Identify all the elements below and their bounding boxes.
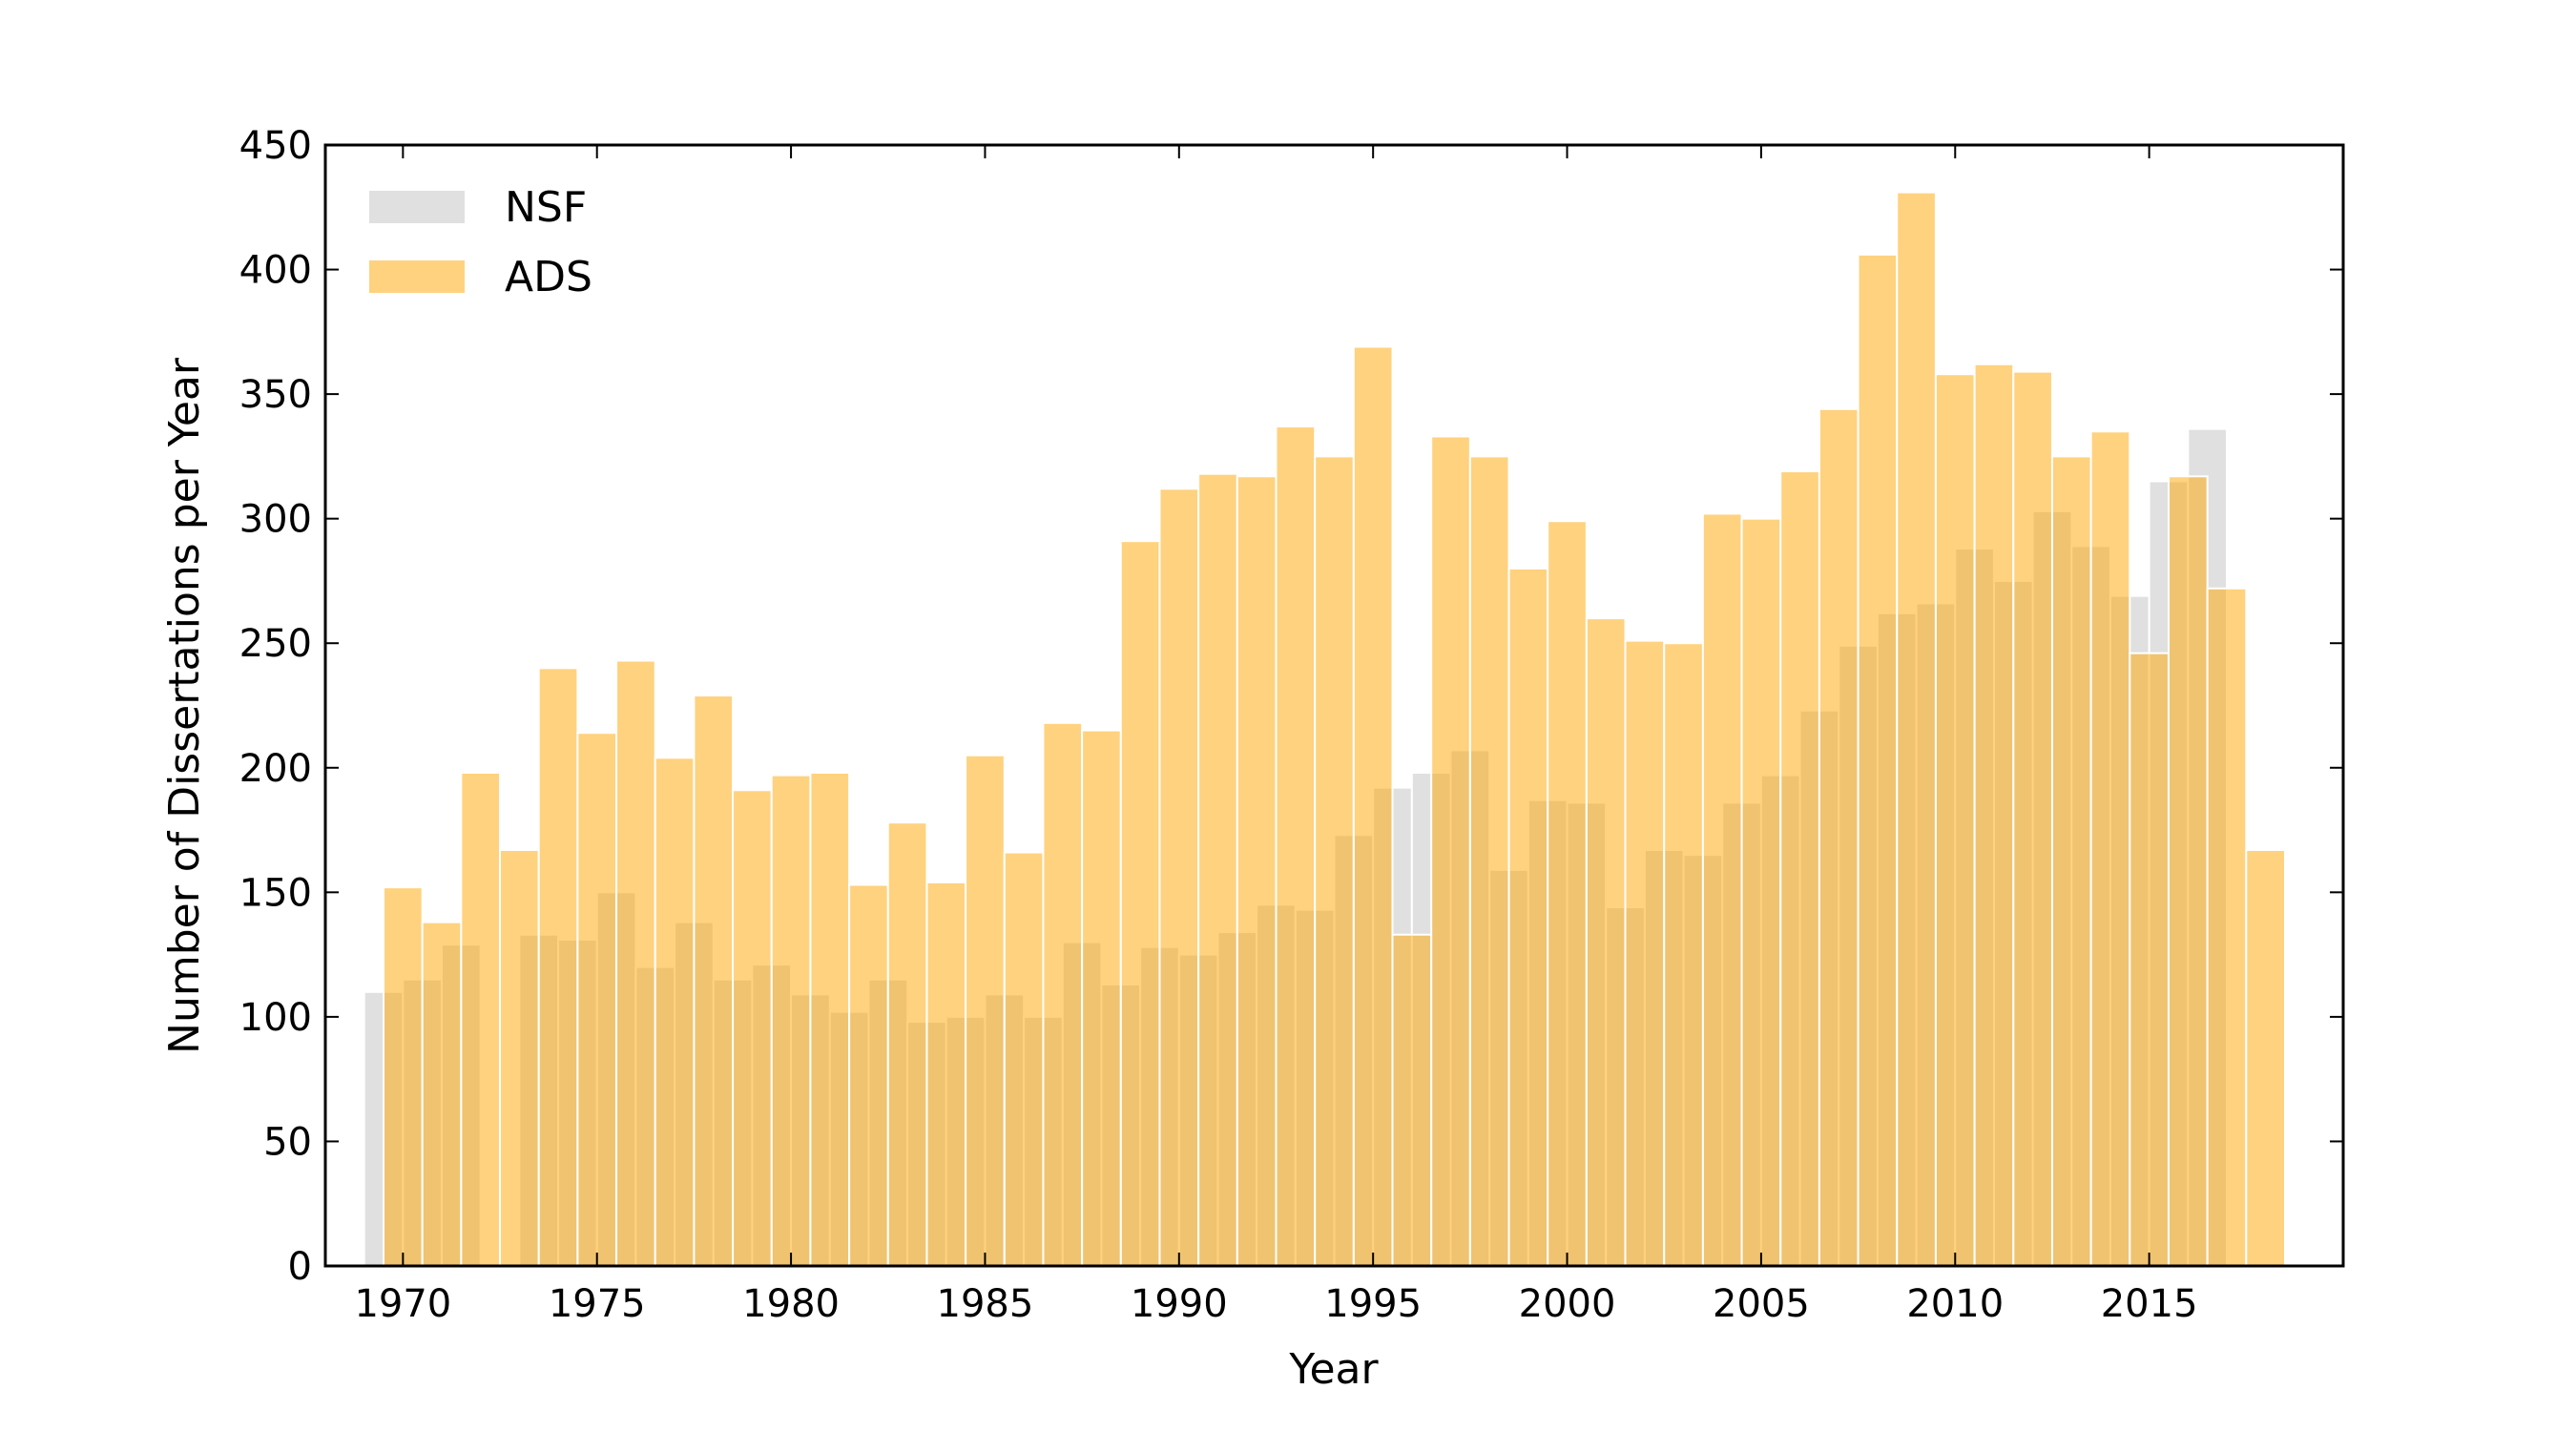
bar [732,789,773,1267]
bar [1701,512,1743,1267]
bar [615,659,656,1267]
y-tick-label: 150 [239,871,312,915]
x-tick-label: 1995 [1324,1282,1422,1326]
bar [1119,540,1161,1267]
y-tick-label: 350 [239,373,312,417]
x-tick-label: 2000 [1519,1282,1616,1326]
y-tick-label: 0 [288,1245,312,1289]
bar [576,732,618,1267]
y-tick-label: 300 [239,498,312,542]
bar [1197,472,1238,1267]
legend-label: NSF [505,183,587,232]
bar [1352,345,1394,1267]
bar [2012,370,2053,1268]
y-tick-label: 100 [239,996,312,1040]
bar [499,848,540,1267]
plot-frame [323,143,2345,1268]
x-tick-label: 1975 [549,1282,646,1326]
legend-swatch [369,260,465,293]
bar [809,772,851,1267]
y-tick-label: 250 [239,622,312,666]
x-tick-label: 1970 [354,1282,451,1326]
bar [2245,848,2286,1267]
y-tick-label: 200 [239,747,312,791]
bar [421,921,463,1268]
bar [383,886,424,1267]
bar [1740,517,1782,1267]
bar [1663,642,1704,1267]
bar [925,881,967,1268]
x-tick-label: 2005 [1713,1282,1810,1326]
bar [1779,470,1820,1267]
bar [1507,567,1549,1267]
bar [2050,455,2092,1267]
bar [1275,425,1317,1267]
x-tick-label: 2010 [1906,1282,2004,1326]
bar [770,774,812,1267]
bar [2129,652,2170,1267]
bar [965,754,1006,1267]
y-tick-label: 400 [239,249,312,293]
bar [1158,487,1200,1267]
bar [1081,729,1122,1267]
legend-label: ADS [505,253,592,301]
y-axis-label: Number of Dissertations per Year [160,357,209,1054]
x-tick-label: 1990 [1131,1282,1228,1326]
x-tick-label: 1980 [742,1282,840,1326]
bar [886,821,928,1267]
bar [1391,933,1433,1267]
bar [1585,617,1627,1267]
bar [848,883,889,1267]
bar [1818,407,1859,1267]
bar [1624,639,1666,1267]
legend-swatch [369,191,465,223]
bar [1003,851,1045,1267]
bar [1430,435,1471,1267]
x-axis-label: Year [1288,1345,1379,1394]
bar [1934,373,1976,1267]
bar [2167,475,2209,1267]
y-tick-label: 50 [263,1120,312,1164]
bar [460,772,502,1267]
x-tick-label: 1985 [937,1282,1034,1326]
bar [1547,520,1588,1267]
bar [2089,430,2131,1267]
bar [1857,253,1899,1267]
x-tick-label: 2015 [2101,1282,2198,1326]
bar [1973,363,2015,1267]
bar [2206,587,2248,1267]
bar [537,667,579,1267]
bar [654,757,696,1267]
bar [1042,721,1084,1267]
bar [1896,191,1937,1268]
y-tick-label: 450 [239,124,312,168]
bar [1236,475,1278,1267]
bar [693,695,735,1267]
bar [1314,455,1355,1267]
bar [1468,455,1510,1267]
